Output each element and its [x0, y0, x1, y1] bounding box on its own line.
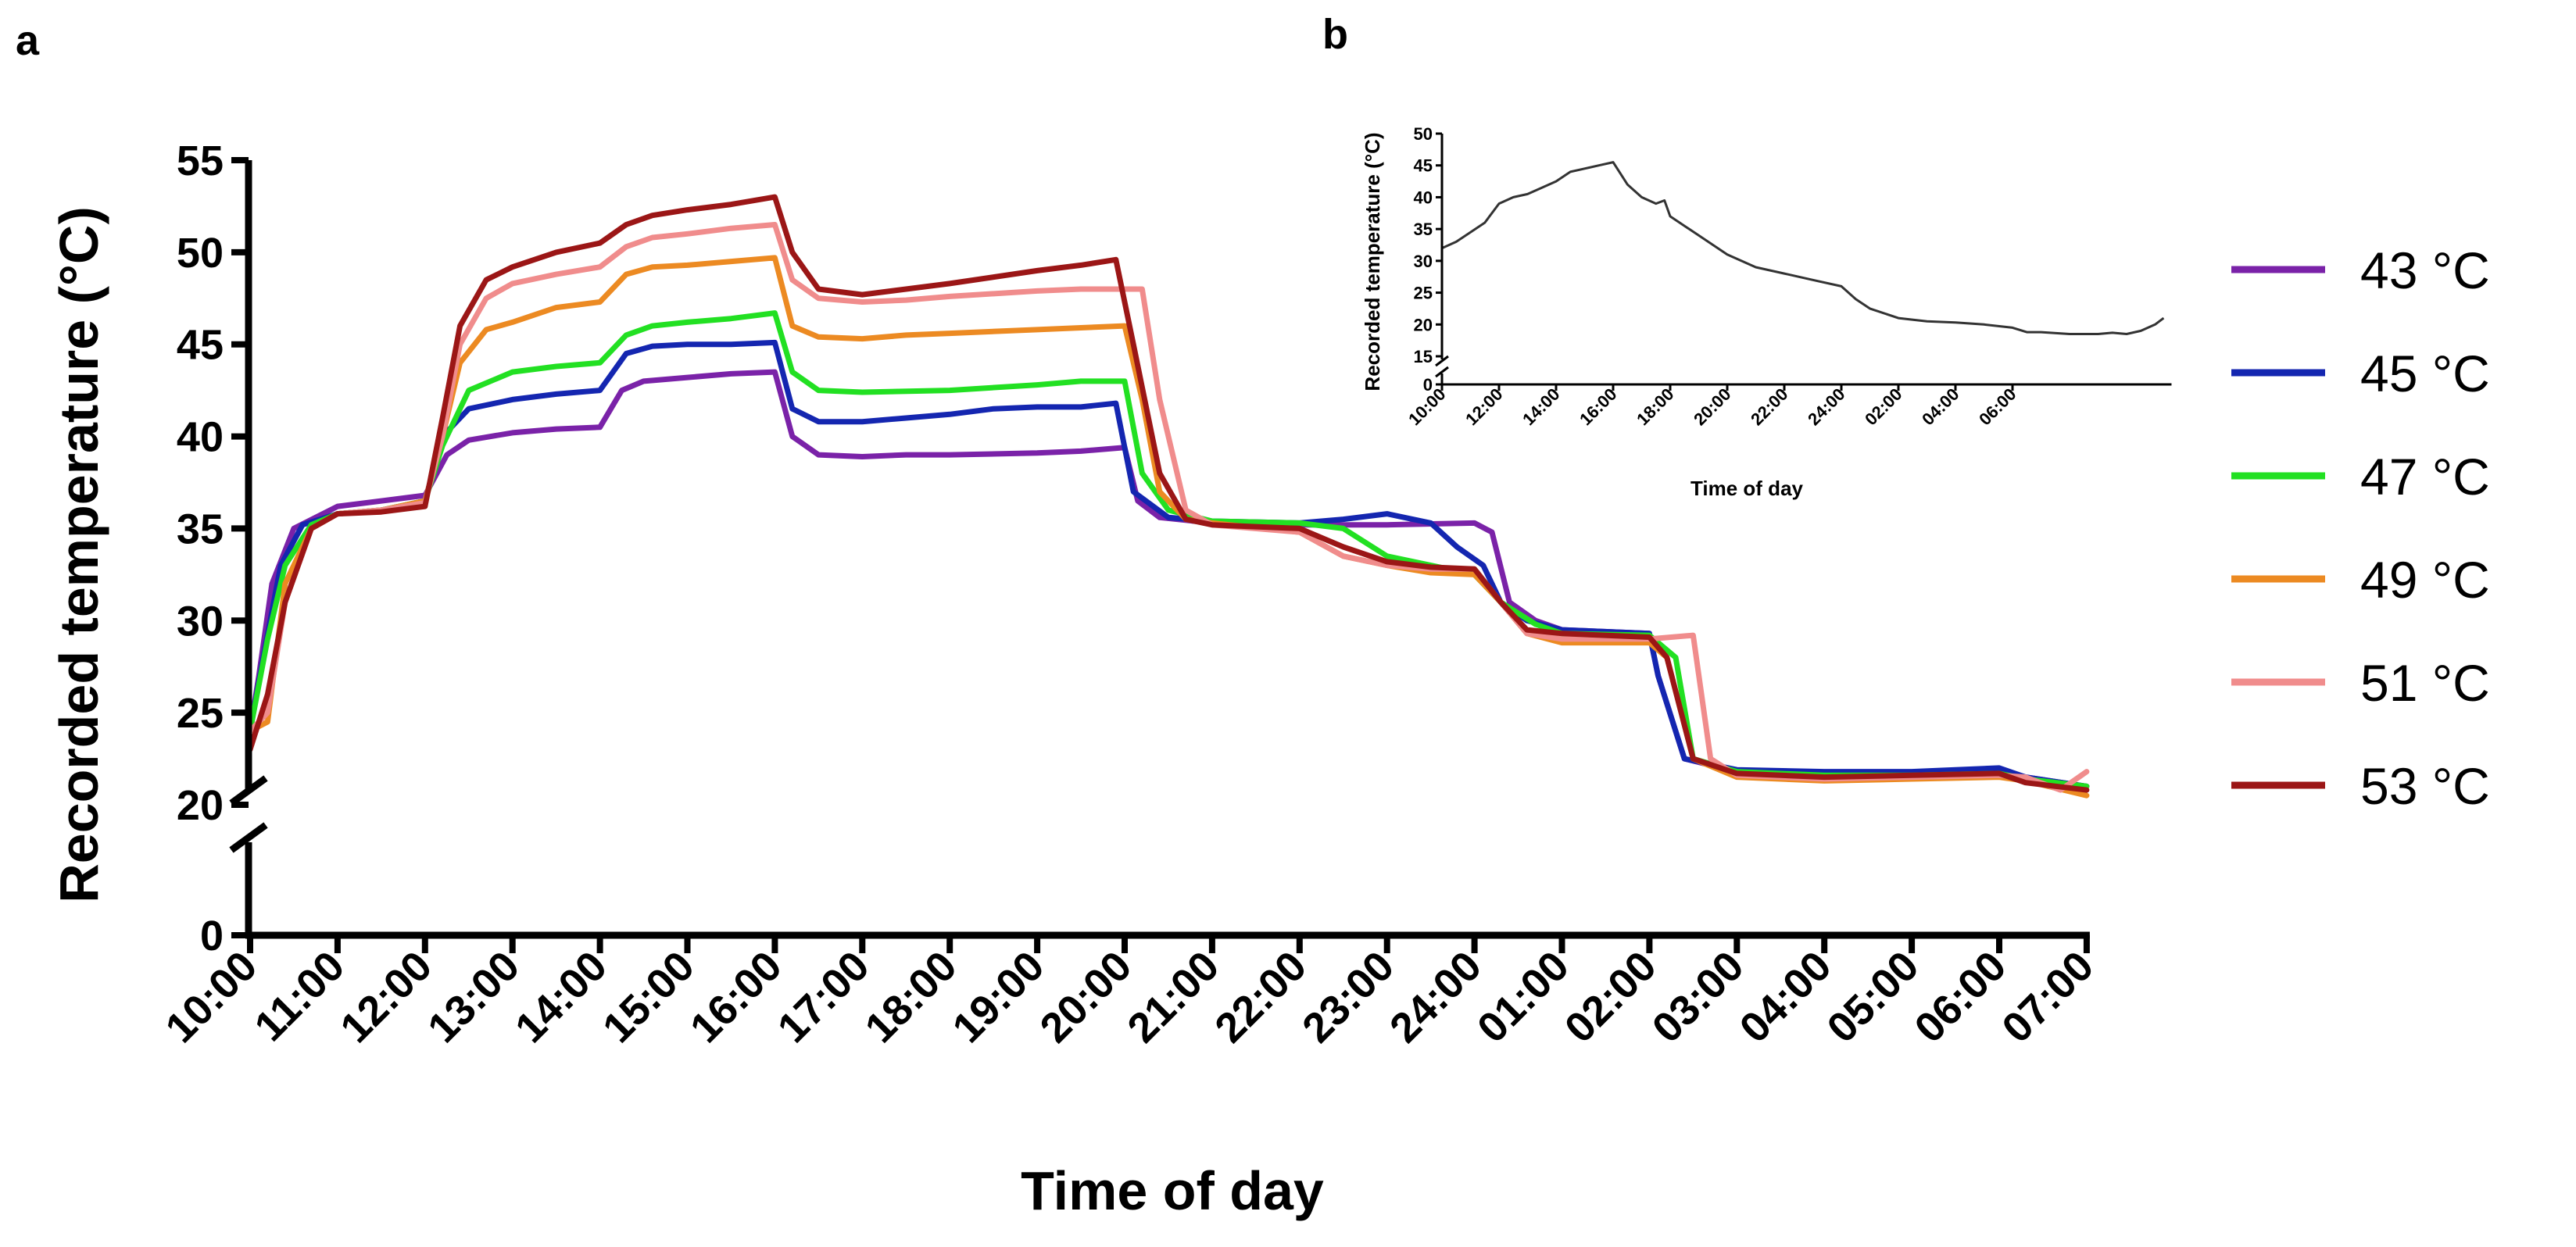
- main-x-tick-label: 18:00: [857, 942, 966, 1052]
- main-x-tick-label: 22:00: [1206, 942, 1315, 1052]
- inset-y-tick-label: 0: [1423, 375, 1433, 395]
- inset-y-axis-break-mark: [1435, 366, 1449, 378]
- inset-y-tick-label: 35: [1414, 220, 1433, 239]
- main-y-tick-label: 25: [177, 690, 224, 737]
- main-y-tick-label: 40: [177, 414, 224, 461]
- inset-y-tick-label: 30: [1414, 252, 1433, 271]
- inset-x-tick-label: 20:00: [1690, 384, 1734, 429]
- main-x-tick-label: 11:00: [245, 942, 353, 1050]
- inset-x-tick-label: 04:00: [1918, 384, 1962, 429]
- main-y-tick-label: 35: [177, 506, 224, 552]
- main-x-tick-label: 01:00: [1469, 942, 1578, 1052]
- inset-x-tick-label: 14:00: [1519, 384, 1563, 429]
- inset-y-tick-label: 15: [1414, 347, 1433, 366]
- inset-series-line: [1441, 161, 2165, 335]
- inset-chart-x-axis-title: Time of day: [1690, 477, 1804, 500]
- inset-chart-y-axis-title: Recorded temperature (°C): [1361, 132, 1384, 391]
- main-x-tick-label: 16:00: [682, 942, 791, 1052]
- main-x-tick-label: 06:00: [1905, 942, 2015, 1052]
- main-x-tick-label: 14:00: [506, 942, 616, 1052]
- main-x-tick-label: 07:00: [1993, 942, 2102, 1052]
- legend: 43 °C 45 °C 47 °C 49 °C 51 °C 53 °C: [2231, 241, 2490, 815]
- legend-label: 49 °C: [2360, 551, 2490, 609]
- main-x-tick-label: 12:00: [331, 942, 441, 1052]
- legend-label: 47 °C: [2360, 448, 2490, 506]
- inset-x-tick-label: 18:00: [1633, 384, 1677, 429]
- main-chart: 0202530354045505510:0011:0012:0013:0014:…: [48, 138, 2102, 1221]
- main-x-tick-label: 15:00: [594, 942, 703, 1052]
- inset-x-tick-label: 02:00: [1861, 384, 1905, 429]
- main-y-tick-label: 45: [177, 322, 224, 369]
- series-line-51c: [247, 222, 2090, 793]
- series-line-53c: [247, 194, 2090, 793]
- series-line-47c: [247, 310, 2090, 789]
- main-y-tick-label: 20: [177, 782, 224, 829]
- inset-y-axis-break-mark: [1435, 355, 1449, 367]
- inset-chart-series: [1441, 161, 2165, 335]
- main-y-tick-label: 0: [200, 913, 224, 959]
- main-x-tick-label: 02:00: [1556, 942, 1665, 1052]
- legend-label: 51 °C: [2360, 654, 2490, 712]
- main-chart-x-axis-title: Time of day: [1021, 1160, 1324, 1221]
- inset-x-tick-label: 06:00: [1975, 384, 2020, 429]
- main-x-tick-label: 19:00: [943, 942, 1053, 1052]
- main-x-tick-label: 13:00: [419, 942, 528, 1052]
- legend-label: 43 °C: [2360, 241, 2490, 299]
- main-y-tick-label: 50: [177, 230, 224, 277]
- main-x-tick-label: 21:00: [1118, 942, 1228, 1052]
- main-y-axis-break-mark: [229, 822, 268, 853]
- main-chart-y-axis-title: Recorded temperature (°C): [48, 206, 109, 903]
- main-chart-axes: 0202530354045505510:0011:0012:0013:0014:…: [156, 138, 2102, 1052]
- main-x-tick-label: 17:00: [769, 942, 878, 1052]
- main-y-tick-label: 30: [177, 598, 224, 645]
- inset-y-tick-label: 20: [1414, 315, 1433, 334]
- main-y-tick-label: 55: [177, 138, 224, 184]
- inset-x-tick-label: 16:00: [1576, 384, 1620, 429]
- series-line-49c: [247, 255, 2090, 799]
- panel-letter-b: b: [1322, 11, 1348, 58]
- main-x-tick-label: 24:00: [1381, 942, 1490, 1052]
- main-x-tick-label: 03:00: [1644, 942, 1753, 1052]
- main-y-axis-break-mark: [229, 775, 268, 806]
- inset-x-tick-label: 12:00: [1462, 384, 1506, 429]
- legend-label: 53 °C: [2360, 757, 2490, 815]
- main-x-tick-label: 05:00: [1818, 942, 1927, 1052]
- inset-x-tick-label: 24:00: [1804, 384, 1848, 429]
- main-x-tick-label: 04:00: [1731, 942, 1841, 1052]
- main-chart-series: [247, 194, 2090, 799]
- legend-label: 45 °C: [2360, 345, 2490, 402]
- inset-y-tick-label: 45: [1414, 156, 1433, 176]
- panel-letter-a: a: [16, 17, 40, 64]
- inset-y-tick-label: 50: [1414, 124, 1433, 144]
- inset-x-tick-label: 22:00: [1747, 384, 1791, 429]
- inset-y-tick-label: 40: [1414, 188, 1433, 207]
- inset-y-tick-label: 25: [1414, 284, 1433, 303]
- main-x-tick-label: 23:00: [1293, 942, 1403, 1052]
- main-x-tick-label: 20:00: [1031, 942, 1140, 1052]
